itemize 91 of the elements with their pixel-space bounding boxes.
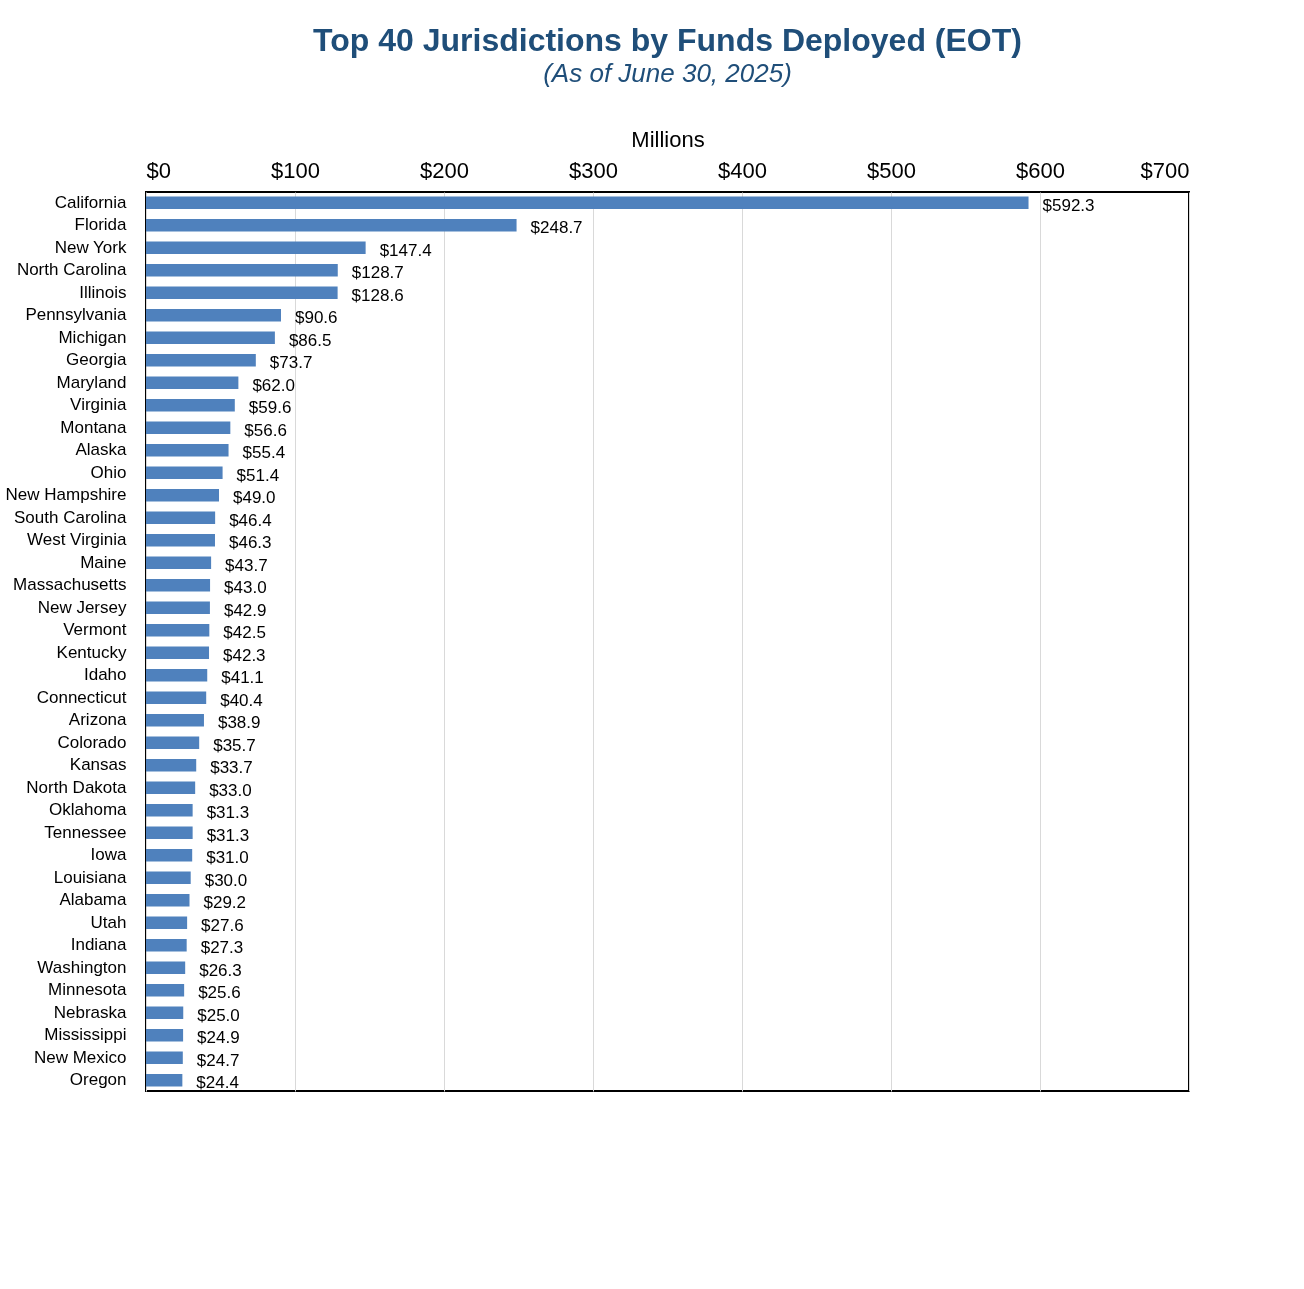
data-label: $25.6 xyxy=(198,983,241,1003)
data-label: $42.9 xyxy=(223,600,267,620)
data-label: $90.6 xyxy=(294,308,338,328)
y-tick-label: Kansas xyxy=(69,755,127,775)
x-tick-label: $700 xyxy=(1140,157,1190,183)
data-label: $27.3 xyxy=(200,938,244,958)
y-tick-label: Indiana xyxy=(70,935,128,955)
x-tick-label: $100 xyxy=(271,157,320,183)
x-tick-label: $500 xyxy=(867,157,916,183)
data-label: $51.4 xyxy=(236,465,280,485)
data-label: $62.0 xyxy=(252,375,295,395)
data-label: $30.0 xyxy=(204,870,248,890)
data-label: $24.4 xyxy=(196,1073,239,1093)
y-tick-label: Kentucky xyxy=(56,642,127,662)
y-tick-label: Utah xyxy=(90,912,127,932)
y-tick-label: Virginia xyxy=(70,395,128,415)
data-label: $73.7 xyxy=(269,353,313,373)
data-label: $46.3 xyxy=(228,533,272,553)
data-label: $27.6 xyxy=(201,915,244,935)
data-label: $33.0 xyxy=(209,780,252,800)
y-tick-label: Arizona xyxy=(68,710,128,730)
chart-subtitle: (As of June 30, 2025) xyxy=(543,58,792,88)
data-label: $38.9 xyxy=(217,713,261,733)
data-label: $25.0 xyxy=(197,1005,240,1025)
y-tick-label: South Carolina xyxy=(14,507,128,527)
data-label: $86.5 xyxy=(288,330,332,350)
data-label: $147.4 xyxy=(379,240,432,260)
data-label: $24.9 xyxy=(197,1028,240,1048)
y-tick-label: Ohio xyxy=(90,462,127,482)
y-tick-label: West Virginia xyxy=(26,530,128,550)
data-label: $128.7 xyxy=(351,263,404,283)
data-label: $42.3 xyxy=(223,645,266,665)
y-tick-label: Illinois xyxy=(79,282,127,302)
data-label: $26.3 xyxy=(199,960,242,980)
y-tick-label: New Mexico xyxy=(33,1047,127,1067)
y-tick-label: Idaho xyxy=(83,665,127,685)
y-tick-label: Louisiana xyxy=(53,867,128,887)
y-tick-label: Montana xyxy=(60,417,128,437)
data-label: $592.3 xyxy=(1042,195,1095,215)
y-tick-label: North Carolina xyxy=(16,260,128,280)
x-tick-label: $200 xyxy=(420,157,469,183)
y-tick-label: North Dakota xyxy=(26,777,128,797)
y-tick-label: California xyxy=(54,192,128,212)
y-tick-label: Florida xyxy=(74,215,128,235)
y-tick-label: Georgia xyxy=(66,350,128,370)
data-label: $128.6 xyxy=(351,285,404,305)
data-label: $49.0 xyxy=(233,488,276,508)
y-tick-label: Maine xyxy=(80,552,127,572)
data-label: $24.7 xyxy=(196,1050,240,1070)
data-label: $56.6 xyxy=(244,420,287,440)
x-tick-label: $0 xyxy=(146,157,171,183)
y-tick-label: Minnesota xyxy=(48,980,128,1000)
y-tick-label: Connecticut xyxy=(36,687,127,707)
y-tick-label: Oklahoma xyxy=(49,800,128,820)
x-tick-label: $400 xyxy=(718,157,767,183)
data-label: $43.0 xyxy=(224,578,267,598)
y-tick-label: Alaska xyxy=(75,440,128,460)
x-axis-title: Millions xyxy=(631,126,705,152)
y-tick-label: Washington xyxy=(37,957,127,977)
y-tick-label: New Jersey xyxy=(37,597,127,617)
data-label: $31.0 xyxy=(206,848,249,868)
data-label: $59.6 xyxy=(248,398,292,418)
data-label: $46.4 xyxy=(229,510,272,530)
y-tick-label: Oregon xyxy=(69,1070,127,1090)
data-label: $248.7 xyxy=(530,218,583,238)
y-tick-label: New York xyxy=(54,237,127,257)
y-tick-label: Alabama xyxy=(59,890,128,910)
y-tick-label: New Hampshire xyxy=(5,485,127,505)
y-tick-label: Vermont xyxy=(63,620,127,640)
y-tick-label: Mississippi xyxy=(44,1025,127,1045)
y-tick-label: Massachusetts xyxy=(13,575,127,595)
data-label: $55.4 xyxy=(242,443,286,463)
data-label: $29.2 xyxy=(203,893,247,913)
data-label: $31.3 xyxy=(206,803,250,823)
y-tick-label: Maryland xyxy=(56,372,127,392)
y-tick-label: Nebraska xyxy=(53,1002,128,1022)
x-tick-label: $600 xyxy=(1016,157,1065,183)
chart-title: Top 40 Jurisdictions by Funds Deployed (EOT) xyxy=(313,22,1022,58)
y-tick-label: Pennsylvania xyxy=(25,305,128,325)
x-tick-label: $300 xyxy=(569,157,618,183)
data-label: $42.5 xyxy=(223,623,266,643)
y-tick-label: Colorado xyxy=(57,732,127,752)
data-label: $35.7 xyxy=(213,735,256,755)
data-label: $43.7 xyxy=(225,555,268,575)
data-label: $41.1 xyxy=(221,668,264,688)
y-tick-label: Michigan xyxy=(58,327,127,347)
data-label: $40.4 xyxy=(220,690,263,710)
data-label: $33.7 xyxy=(210,758,253,778)
data-label: $31.3 xyxy=(206,825,250,845)
y-tick-label: Tennessee xyxy=(44,822,127,842)
y-tick-label: Iowa xyxy=(90,845,128,865)
